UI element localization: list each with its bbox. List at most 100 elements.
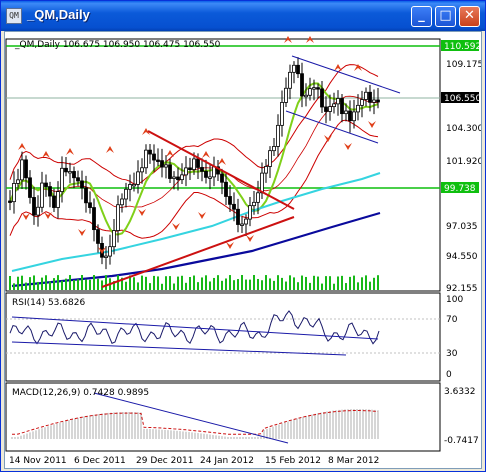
candle-body: [8, 200, 12, 203]
up-trendline[interactable]: [101, 216, 295, 288]
candle-body: [276, 124, 280, 147]
volume-bar: [141, 275, 143, 290]
fractal-down-marker: [198, 212, 206, 219]
candle-body: [284, 87, 288, 103]
channel-upper-line[interactable]: [291, 55, 401, 94]
volume-bar: [373, 277, 375, 290]
volume-bar: [289, 275, 291, 290]
volume-bar: [361, 277, 363, 290]
candle-body: [24, 159, 28, 179]
volume-bar: [317, 276, 319, 290]
close-button[interactable]: ✕: [459, 6, 480, 27]
volume-bar: [9, 275, 11, 290]
volume-bar: [125, 281, 127, 290]
volume-bar: [241, 275, 243, 290]
maximize-button[interactable]: □: [435, 6, 456, 27]
price-chart[interactable]: _QM,Daily 106.675 106.950 106.475 106.55…: [5, 32, 483, 468]
candle-body: [168, 164, 172, 179]
rsi-trendline-lower[interactable]: [11, 341, 347, 356]
candle-body: [192, 158, 196, 170]
candle-body: [300, 73, 304, 97]
price-tick: 94.550: [446, 252, 478, 262]
macd-bottom-value: -0.7417: [444, 436, 479, 446]
candle-body: [224, 181, 228, 197]
candle-body: [316, 87, 320, 90]
volume-bar: [117, 275, 119, 290]
mid-moving-average-line: [11, 172, 381, 272]
volume-bar: [37, 281, 39, 290]
candle-body: [200, 167, 204, 172]
volume-bar: [185, 282, 187, 290]
volume-bar: [85, 279, 87, 290]
rsi-trendline-upper[interactable]: [11, 316, 379, 340]
fractal-up-marker: [66, 148, 74, 155]
fractal-up-marker: [354, 64, 362, 71]
main-panel-frame: [5, 38, 441, 292]
channel-lower-line[interactable]: [285, 110, 379, 144]
candle-body: [312, 87, 316, 90]
volume-bar: [209, 281, 211, 290]
candle-body: [292, 64, 296, 73]
volume-bar: [93, 275, 95, 290]
volume-bar: [25, 282, 27, 290]
candle-body: [28, 177, 32, 198]
volume-bar: [41, 277, 43, 290]
macd-trendline[interactable]: [93, 392, 289, 444]
candle-body: [164, 164, 168, 168]
volume-bar: [145, 276, 147, 290]
candle-body: [324, 106, 328, 112]
candle-body: [204, 170, 208, 178]
candle-body: [44, 182, 48, 187]
macd-top-value: 3.6332: [444, 387, 476, 397]
candle-body: [104, 255, 108, 258]
fractal-up-marker: [106, 146, 114, 153]
candle-body: [332, 103, 336, 108]
candle-body: [156, 159, 160, 162]
main-chart-header: _QM,Daily 106.675 106.950 106.475 106.55…: [14, 40, 221, 50]
volume-bar: [357, 282, 359, 290]
fractal-down-marker: [78, 229, 86, 236]
volume-bar: [217, 275, 219, 290]
candle-body: [96, 229, 100, 244]
support-level-value: 99.738: [444, 184, 476, 194]
volume-bar: [53, 278, 55, 290]
candle-body: [20, 159, 24, 181]
fractal-up-marker: [334, 64, 342, 71]
volume-bar: [313, 275, 315, 290]
fractal-down-marker: [172, 223, 180, 230]
fractal-up-marker: [284, 36, 292, 43]
candle-body: [188, 167, 192, 170]
chart-area[interactable]: _QM,Daily 106.675 106.950 106.475 106.55…: [4, 31, 483, 469]
down-trendline[interactable]: [147, 130, 295, 210]
volume-bar: [173, 283, 175, 290]
volume-bar: [57, 275, 59, 290]
minimize-button[interactable]: _: [411, 6, 432, 27]
candle-body: [248, 205, 252, 220]
rsi-tick: 0: [446, 370, 452, 380]
price-tick: 101.920: [446, 157, 481, 167]
volume-bar: [189, 277, 191, 290]
candle-body: [136, 171, 140, 185]
fractal-up-marker: [166, 150, 174, 157]
volume-bar: [257, 278, 259, 290]
candle-body: [360, 99, 364, 106]
volume-bar: [161, 283, 163, 290]
volume-bar: [281, 277, 283, 290]
candle-body: [36, 206, 40, 216]
candle-body: [232, 203, 236, 210]
candle-body: [304, 94, 308, 98]
fractal-up-marker: [306, 36, 314, 43]
volume-bar: [233, 280, 235, 290]
volume-bar: [213, 277, 215, 290]
volume-bar: [193, 275, 195, 290]
fractal-up-marker: [18, 143, 26, 150]
candle-body: [356, 104, 360, 113]
candle-body: [12, 183, 16, 203]
candle-body: [64, 167, 68, 173]
title-bar[interactable]: QM _QM,Daily _ □ ✕: [1, 1, 485, 31]
volume-bar: [89, 279, 91, 290]
volume-bar: [205, 275, 207, 290]
candle-body: [296, 64, 300, 75]
volume-bar: [245, 279, 247, 290]
